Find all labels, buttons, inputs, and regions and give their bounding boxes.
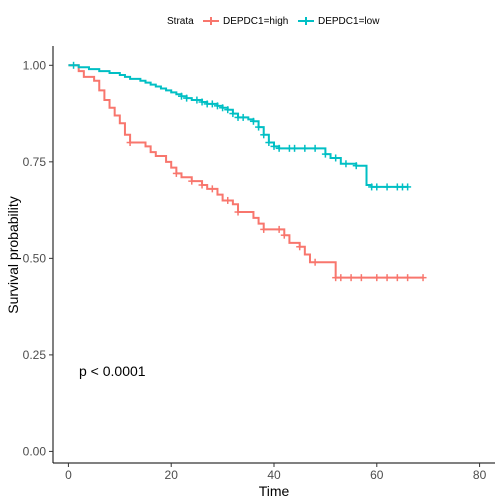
y-tick-label: 0.75	[23, 155, 47, 169]
legend-item-high: DEPDC1=high	[203, 16, 288, 27]
series-high	[68, 64, 427, 282]
x-tick-label: 0	[65, 468, 72, 482]
x-tick-label: 40	[267, 468, 281, 482]
legend-label-high: DEPDC1=high	[223, 16, 288, 27]
x-tick-label: 20	[165, 468, 179, 482]
y-tick-label: 1.00	[23, 58, 47, 72]
y-tick-label: 0.00	[23, 444, 47, 458]
survival-line	[68, 64, 424, 279]
x-axis-title: Time	[259, 483, 290, 499]
p-value-annotation: p < 0.0001	[79, 363, 146, 379]
legend-item-low: DEPDC1=low	[298, 16, 380, 27]
legend-label-low: DEPDC1=low	[318, 16, 380, 27]
y-tick-label: 0.25	[23, 348, 47, 362]
x-ticks: 0 20 40 60 80	[65, 463, 487, 482]
series-low	[68, 61, 412, 191]
y-axis-title: Survival probability	[5, 196, 21, 314]
legend: Strata DEPDC1=high DEPDC1=low	[167, 16, 380, 27]
survival-curves	[68, 61, 427, 282]
y-tick-label: 0.50	[23, 251, 47, 265]
legend-title: Strata	[167, 16, 194, 27]
x-tick-label: 60	[370, 468, 384, 482]
y-ticks: 0.00 0.25 0.50 0.75 1.00	[23, 58, 53, 458]
x-tick-label: 80	[473, 468, 487, 482]
